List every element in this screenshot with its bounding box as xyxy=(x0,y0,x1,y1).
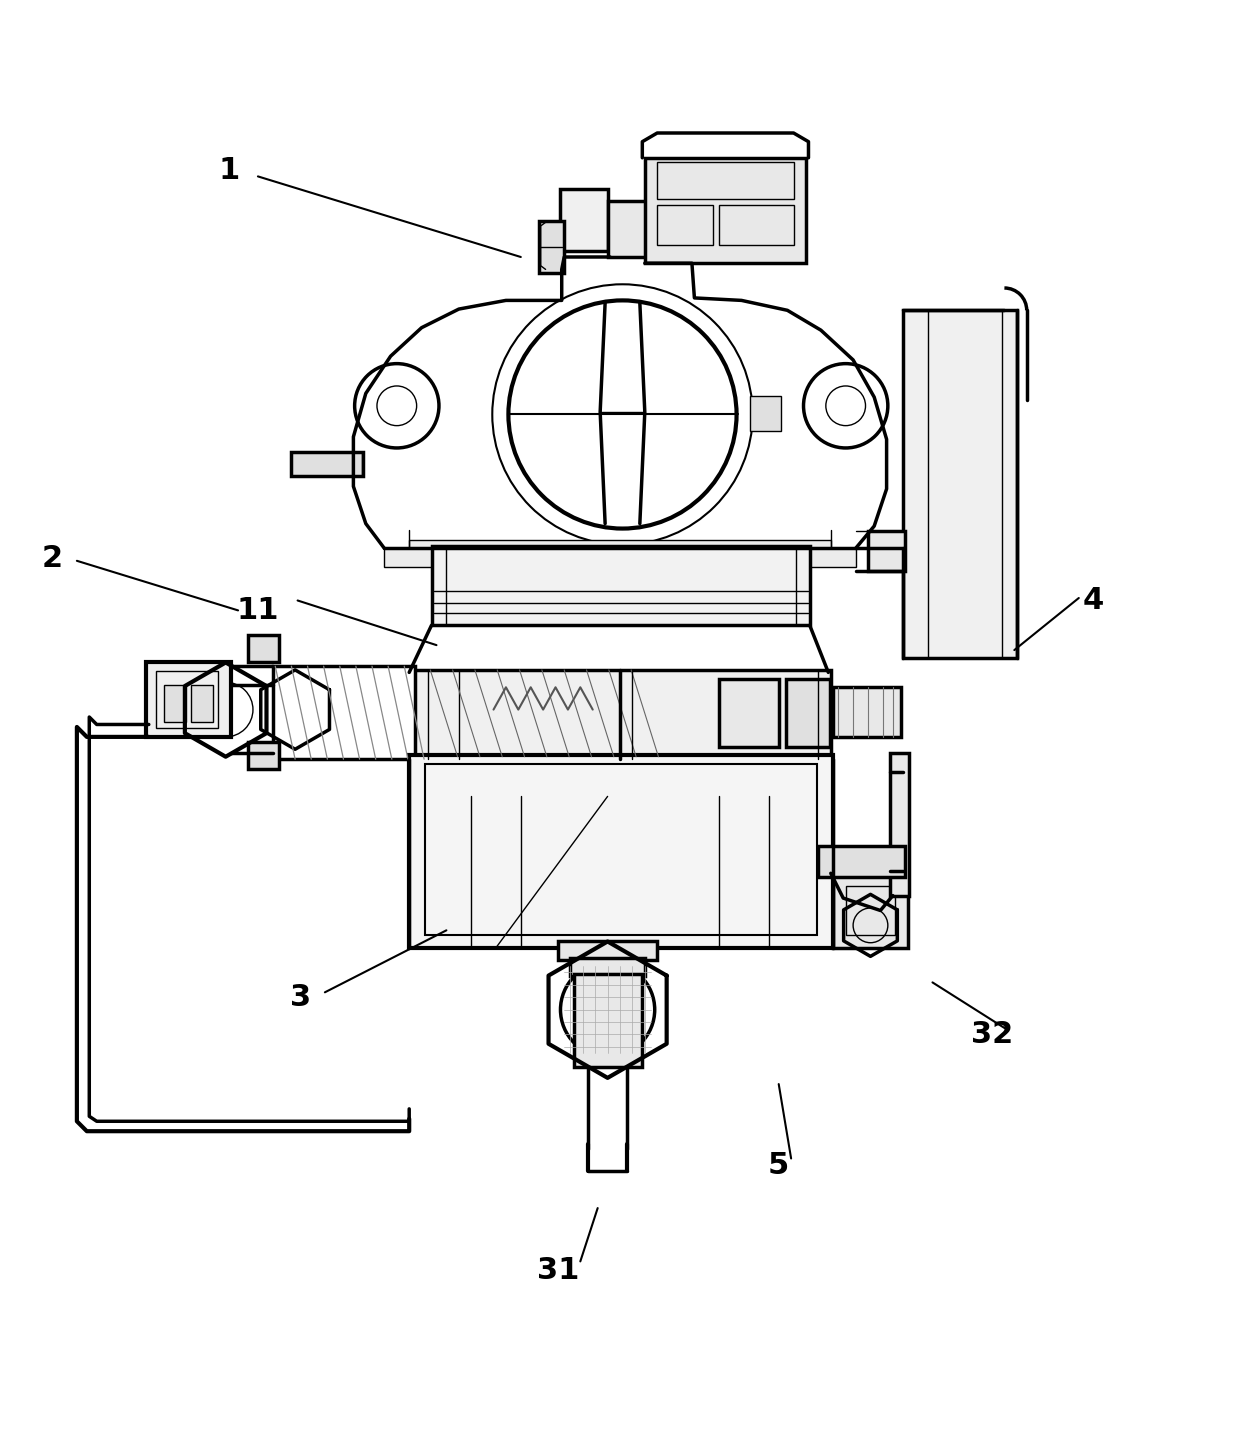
Text: 2: 2 xyxy=(41,544,63,573)
Circle shape xyxy=(508,300,737,529)
Text: 1: 1 xyxy=(218,156,241,185)
Bar xyxy=(846,885,895,936)
Bar xyxy=(645,157,806,263)
Text: 31: 31 xyxy=(537,1256,579,1285)
Bar xyxy=(890,752,909,895)
Bar xyxy=(719,679,779,747)
Bar xyxy=(409,670,831,760)
Bar xyxy=(273,666,415,760)
Bar xyxy=(657,162,794,199)
Bar xyxy=(560,189,608,251)
Bar xyxy=(248,635,279,663)
Bar xyxy=(558,941,657,960)
Bar xyxy=(818,846,905,877)
Text: 32: 32 xyxy=(971,1019,1013,1048)
Ellipse shape xyxy=(355,364,439,448)
Bar xyxy=(570,957,645,976)
Text: 5: 5 xyxy=(768,1151,790,1180)
Bar xyxy=(833,874,908,947)
Bar xyxy=(903,310,1017,657)
Bar xyxy=(719,205,794,244)
Text: 3: 3 xyxy=(289,983,311,1012)
Bar xyxy=(786,679,830,747)
Bar xyxy=(833,687,901,736)
Bar xyxy=(146,663,231,736)
Bar xyxy=(409,540,831,559)
Bar xyxy=(291,452,363,477)
Bar xyxy=(248,742,279,770)
Text: 11: 11 xyxy=(237,596,279,625)
Bar xyxy=(191,684,213,722)
Bar xyxy=(574,973,642,1067)
Bar xyxy=(164,684,186,722)
Ellipse shape xyxy=(804,364,888,448)
Text: 4: 4 xyxy=(1083,586,1105,615)
Bar xyxy=(384,549,856,567)
Bar xyxy=(868,531,905,570)
Bar xyxy=(539,221,564,273)
Bar xyxy=(608,201,676,257)
Bar xyxy=(425,764,817,936)
Bar xyxy=(750,396,781,430)
Bar xyxy=(432,546,810,625)
Bar xyxy=(409,755,833,947)
Bar xyxy=(657,205,713,244)
Bar xyxy=(156,671,218,728)
Circle shape xyxy=(560,963,655,1057)
